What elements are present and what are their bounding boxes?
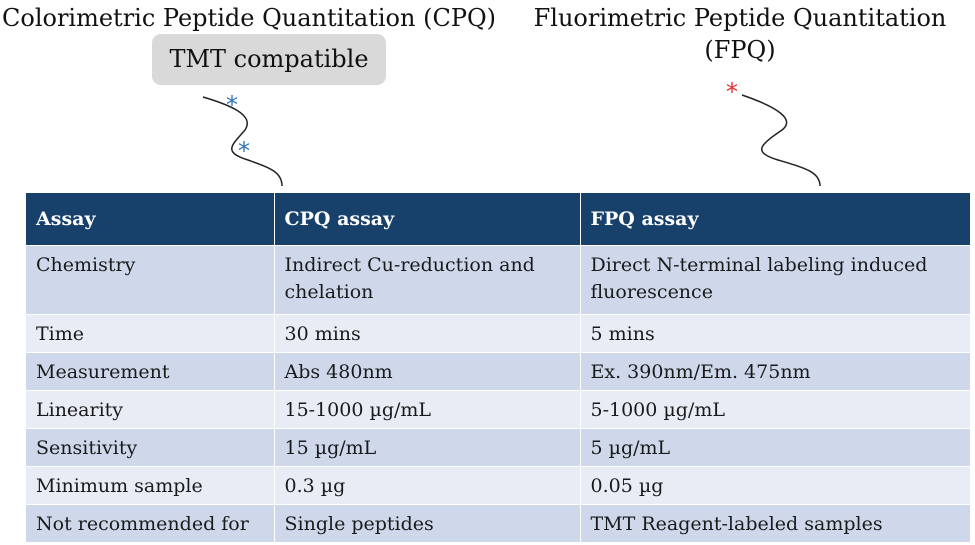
fpq-cell: 5-1000 µg/mL: [580, 390, 970, 429]
cpq-cell: Single peptides: [274, 504, 581, 542]
table-row: Chemistry Indirect Cu-reduction and chel…: [26, 245, 970, 315]
header-cpq-assay: CPQ assay: [274, 193, 581, 246]
row-label: Not recommended for: [26, 504, 275, 542]
row-label: Minimum sample: [26, 466, 275, 505]
row-label: Chemistry: [26, 245, 275, 315]
cpq-cell: Abs 480nm: [274, 352, 581, 391]
assay-comparison-table: Assay CPQ assay FPQ assay Chemistry Indi…: [26, 193, 970, 542]
table-row: Time 30 mins 5 mins: [26, 314, 970, 353]
fpq-cell: 0.05 µg: [580, 466, 970, 505]
fpq-cell: 5 mins: [580, 314, 970, 353]
cpq-title: Colorimetric Peptide Quantitation (CPQ): [2, 4, 497, 32]
table-row: Not recommended for Single peptides TMT …: [26, 504, 970, 542]
row-label: Sensitivity: [26, 428, 275, 467]
cpq-cell: 15 µg/mL: [274, 428, 581, 467]
table-row: Measurement Abs 480nm Ex. 390nm/Em. 475n…: [26, 352, 970, 391]
fpq-cell: Direct N-terminal labeling induced fluor…: [580, 245, 970, 315]
fpq-cell: TMT Reagent-labeled samples: [580, 504, 970, 542]
cpq-cell: 15-1000 µg/mL: [274, 390, 581, 429]
table-header-row: Assay CPQ assay FPQ assay: [26, 193, 970, 246]
row-label: Time: [26, 314, 275, 353]
table-row: Sensitivity 15 µg/mL 5 µg/mL: [26, 428, 970, 467]
fpq-title: Fluorimetric Peptide Quantitation (FPQ): [533, 4, 947, 64]
fpq-cell: Ex. 390nm/Em. 475nm: [580, 352, 970, 391]
fpq-cell: 5 µg/mL: [580, 428, 970, 467]
table-row: Minimum sample 0.3 µg 0.05 µg: [26, 466, 970, 505]
cpq-marker-star-2: *: [238, 137, 250, 165]
header-assay: Assay: [26, 193, 275, 246]
fpq-marker-star: *: [726, 78, 738, 106]
header-fpq-assay: FPQ assay: [580, 193, 970, 246]
cpq-cell: Indirect Cu-reduction and chelation: [274, 245, 581, 315]
fpq-connector-line: [741, 94, 821, 187]
cpq-cell: 0.3 µg: [274, 466, 581, 505]
table-row: Linearity 15-1000 µg/mL 5-1000 µg/mL: [26, 390, 970, 429]
tmt-compatible-badge: TMT compatible: [152, 34, 386, 85]
cpq-marker-star-1: *: [226, 91, 238, 119]
cpq-cell: 30 mins: [274, 314, 581, 353]
row-label: Linearity: [26, 390, 275, 429]
row-label: Measurement: [26, 352, 275, 391]
